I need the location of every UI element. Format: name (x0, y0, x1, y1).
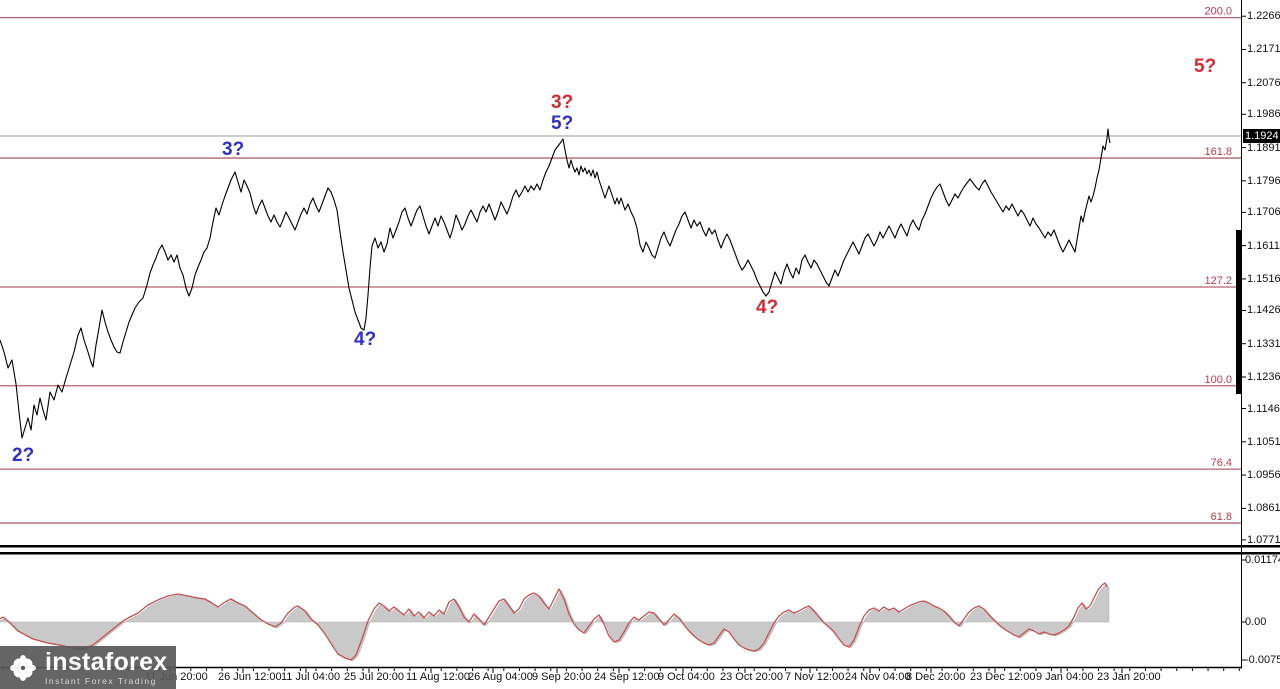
price-axis-label: 1.1236 (1247, 371, 1280, 383)
time-axis-label: 11 Jul 04:00 (281, 671, 341, 683)
instaforex-watermark: instaforex Instant Forex Trading (0, 646, 176, 689)
fib-level-label: 61.8 (1211, 511, 1232, 523)
price-axis-label: 1.1146 (1247, 402, 1280, 415)
oscillator-signal-line (0, 582, 1108, 661)
price-axis-label: 1.1891 (1247, 141, 1280, 154)
time-axis-label: 26 Aug 04:00 (468, 671, 533, 683)
price-axis-scrollbar[interactable] (1236, 230, 1241, 394)
time-axis-label: 23 Oct 20:00 (720, 671, 783, 683)
fib-level-label: 100.0 (1204, 374, 1232, 386)
time-axis-label: 24 Nov 04:00 (845, 671, 911, 683)
oscillator-histogram-area (0, 583, 1110, 662)
price-axis-label: 1.1516 (1247, 272, 1280, 285)
price-axis-label: 1.1331 (1247, 337, 1280, 350)
time-axis-label: 9 Oct 04:00 (658, 671, 715, 683)
time-axis-label: 24 Sep 12:00 (594, 671, 660, 683)
elliott-wave-label[interactable]: 3? (551, 92, 574, 113)
price-axis-label: 1.1426 (1247, 304, 1280, 317)
fib-level-label: 161.8 (1204, 146, 1232, 158)
time-axis-label: 9 Jan 04:00 (1036, 671, 1094, 683)
fib-level-label: 200.0 (1204, 6, 1232, 18)
price-axis-label: 1.0861 (1247, 502, 1280, 515)
price-axis-label: 1.0771 (1247, 533, 1280, 546)
watermark-tagline: Instant Forex Trading (45, 675, 157, 686)
price-axis-label: 1.0956 (1247, 469, 1280, 482)
time-axis-label: 8 Dec 20:00 (906, 671, 966, 683)
indicator-axis-label: -0.00759 (1245, 654, 1280, 666)
panel-separator-bottom[interactable] (0, 552, 1280, 555)
price-axis-label: 1.2171 (1247, 43, 1280, 56)
watermark-brand: instaforex (45, 647, 168, 676)
gear-flower-icon (10, 654, 36, 681)
time-axis-label: 23 Jan 20:00 (1097, 671, 1161, 683)
time-axis-label: 25 Jul 20:00 (344, 671, 404, 683)
panel-separator-top[interactable] (0, 545, 1280, 548)
elliott-wave-label[interactable]: 3? (222, 139, 245, 160)
time-axis-label: 26 Jun 12:00 (218, 671, 282, 683)
fib-level-label: 76.4 (1211, 457, 1232, 469)
current-price-value: 1.1924 (1245, 130, 1279, 142)
elliott-wave-label[interactable]: 4? (354, 329, 377, 350)
price-axis-label: 1.1706 (1247, 206, 1280, 219)
price-axis-label: 1.2076 (1247, 76, 1280, 89)
elliott-wave-label[interactable]: 5? (551, 113, 574, 134)
indicator-axis-label: 0.01174 (1245, 554, 1280, 566)
elliott-wave-label[interactable]: 5? (1194, 56, 1217, 77)
indicator-axis-label: 0.00 (1245, 616, 1267, 628)
time-axis-label: 11 Aug 12:00 (406, 671, 471, 683)
time-axis-label: 7 Nov 12:00 (785, 671, 845, 683)
price-axis-label: 1.1611 (1247, 239, 1280, 252)
price-axis-label: 1.1796 (1247, 174, 1280, 187)
fib-level-label: 127.2 (1204, 275, 1232, 287)
watermark-text-block: instaforex Instant Forex Trading (45, 647, 168, 686)
time-axis-label: 23 Dec 12:00 (970, 671, 1036, 683)
elliott-wave-label[interactable]: 2? (12, 445, 35, 466)
price-axis-label: 1.1051 (1247, 435, 1280, 448)
current-price-box: 1.1924 (1243, 129, 1280, 143)
price-axis-label: 1.1986 (1247, 108, 1280, 121)
elliott-wave-label[interactable]: 4? (756, 297, 779, 318)
time-axis-label: 9 Sep 20:00 (532, 671, 592, 683)
price-axis-label: 1.2266 (1247, 10, 1280, 23)
price-line-series (0, 128, 1111, 439)
